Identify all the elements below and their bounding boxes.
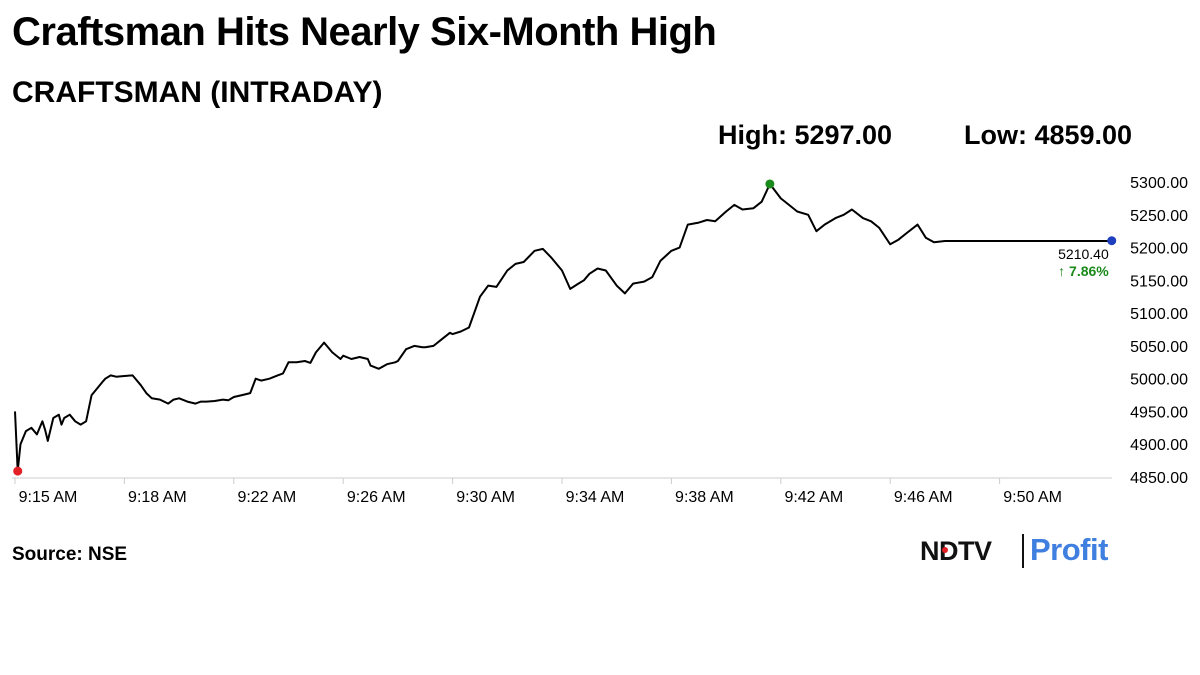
y-tick-label: 4850.00 (1130, 470, 1188, 487)
low-point-marker (13, 466, 23, 476)
logo-divider (1022, 534, 1024, 568)
y-tick-label: 5150.00 (1130, 273, 1188, 290)
x-tick-label: 9:34 AM (566, 489, 625, 506)
y-tick-label: 5250.00 (1130, 208, 1188, 225)
logo-dot-icon (942, 547, 948, 553)
y-tick-label: 5050.00 (1130, 339, 1188, 356)
x-tick-label: 9:38 AM (675, 489, 734, 506)
last-point-marker (1107, 236, 1117, 246)
y-tick-label: 5200.00 (1130, 241, 1188, 258)
high-value-label: High: 5297.00 (718, 120, 893, 150)
y-tick-label: 4900.00 (1130, 437, 1188, 454)
price-series-line (14, 183, 1109, 473)
logo-profit-text: Profit (1030, 532, 1108, 567)
x-tick-label: 9:50 AM (1003, 489, 1062, 506)
source-note: Source: NSE (12, 544, 128, 565)
x-tick-label: 9:46 AM (894, 489, 953, 506)
logo-ndtv-text: NDTV (920, 536, 992, 566)
chart-title: Craftsman Hits Nearly Six-Month High (12, 10, 717, 54)
y-tick-label: 4950.00 (1130, 404, 1188, 421)
low-value-label: Low: 4859.00 (964, 120, 1133, 150)
x-tick-label: 9:18 AM (128, 489, 187, 506)
high-point-marker (765, 179, 775, 189)
x-tick-label: 9:15 AM (19, 489, 78, 506)
x-tick-label: 9:26 AM (347, 489, 406, 506)
last-price-label: 5210.40 (1058, 246, 1109, 262)
x-tick-label: 9:42 AM (784, 489, 843, 506)
x-tick-label: 9:30 AM (456, 489, 515, 506)
y-tick-label: 5300.00 (1130, 175, 1188, 192)
change-percent-label: ↑ 7.86% (1058, 263, 1109, 279)
y-tick-label: 5100.00 (1130, 306, 1188, 323)
x-tick-label: 9:22 AM (237, 489, 296, 506)
y-tick-label: 5000.00 (1130, 372, 1188, 389)
chart-subtitle: CRAFTSMAN (INTRADAY) (12, 76, 383, 109)
